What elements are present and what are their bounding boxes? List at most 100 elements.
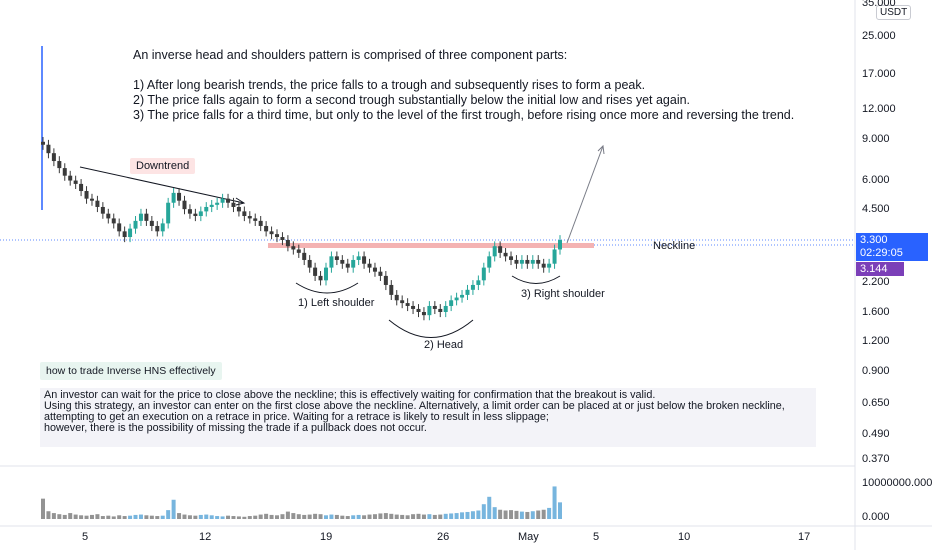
volume-bar bbox=[269, 514, 274, 519]
candle-body bbox=[187, 209, 192, 214]
volume-bar bbox=[345, 516, 350, 519]
candle-body bbox=[438, 308, 443, 312]
candle-body bbox=[128, 228, 133, 238]
strategy-line: however, there is the possibility of mis… bbox=[44, 422, 427, 434]
volume-bar bbox=[541, 509, 546, 519]
x-tick: 17 bbox=[798, 531, 811, 543]
candle-body bbox=[318, 275, 323, 281]
candle-body bbox=[519, 259, 524, 264]
volume-bar bbox=[362, 515, 367, 519]
candle-body bbox=[182, 200, 187, 210]
countdown: 02:29:05 bbox=[860, 247, 903, 259]
volume-bar bbox=[389, 513, 394, 519]
volume-bar bbox=[432, 514, 437, 519]
candle-body bbox=[302, 252, 307, 260]
candle-body bbox=[558, 240, 562, 250]
candle-body bbox=[215, 202, 220, 205]
volume-bar bbox=[236, 516, 241, 519]
volume-bar bbox=[383, 513, 388, 519]
volume-bar bbox=[416, 513, 421, 519]
candle-body bbox=[269, 231, 274, 235]
candle-body bbox=[536, 259, 541, 264]
volume-bar bbox=[41, 498, 45, 519]
candle-body bbox=[476, 280, 481, 285]
volume-bar bbox=[356, 514, 361, 519]
volume-bar bbox=[138, 514, 143, 519]
volume-bar bbox=[171, 499, 176, 519]
candle-body bbox=[313, 267, 318, 276]
volume-bar bbox=[62, 514, 67, 519]
volume-bar bbox=[73, 514, 78, 519]
volume-bar bbox=[421, 514, 426, 519]
intro-line: 1) After long bearish trends, the price … bbox=[133, 78, 646, 92]
volume-bar bbox=[547, 507, 552, 519]
left-shoulder-arc bbox=[295, 282, 359, 294]
y-tick: 12.000 bbox=[862, 103, 896, 115]
volume-bar bbox=[400, 514, 405, 519]
intro-line: An inverse head and shoulders pattern is… bbox=[133, 48, 568, 62]
candle-body bbox=[465, 289, 470, 295]
volume-bar bbox=[187, 515, 192, 519]
candle-body bbox=[62, 168, 67, 176]
candle-body bbox=[416, 308, 421, 312]
candle-body bbox=[334, 256, 339, 260]
volume-bar bbox=[558, 502, 562, 519]
volume-bar bbox=[209, 515, 214, 519]
volume-bar bbox=[334, 514, 339, 519]
candle-body bbox=[111, 218, 116, 224]
volume-bar bbox=[498, 509, 503, 519]
candle-body bbox=[525, 259, 530, 264]
candle-body bbox=[552, 249, 557, 264]
x-tick: 26 bbox=[437, 531, 450, 543]
candle-body bbox=[280, 237, 285, 240]
volume-bar bbox=[144, 515, 149, 519]
candle-body bbox=[166, 202, 171, 224]
candles-group bbox=[41, 136, 562, 321]
candle-body bbox=[340, 259, 345, 264]
candle-body bbox=[443, 305, 448, 312]
candle-body bbox=[247, 216, 252, 219]
volume-bar bbox=[122, 516, 127, 519]
candle-body bbox=[226, 198, 231, 203]
right-shoulder-arc bbox=[511, 275, 561, 284]
volume-bar bbox=[177, 513, 182, 519]
howto-label: how to trade Inverse HNS effectively bbox=[40, 362, 222, 380]
downtrend-label: Downtrend bbox=[130, 158, 196, 174]
volume-bar bbox=[351, 515, 356, 519]
volume-bar bbox=[89, 514, 94, 519]
volume-bar bbox=[470, 511, 475, 519]
currency-label[interactable]: USDT bbox=[876, 5, 912, 20]
candle-body bbox=[367, 263, 372, 268]
candle-body bbox=[432, 305, 437, 309]
candle-body bbox=[291, 246, 296, 250]
candle-body bbox=[144, 213, 149, 221]
candle-body bbox=[530, 259, 535, 264]
left-shoulder-label: 1) Left shoulder bbox=[298, 297, 375, 309]
volume-bar bbox=[275, 515, 280, 519]
volume-bar bbox=[106, 515, 111, 519]
right-shoulder-label: 3) Right shoulder bbox=[521, 288, 605, 300]
x-tick: 5 bbox=[593, 531, 600, 543]
volume-bar bbox=[280, 514, 285, 519]
candle-body bbox=[498, 246, 503, 253]
candle-body bbox=[193, 213, 198, 217]
y-tick: 9.000 bbox=[862, 133, 890, 145]
y-tick: 6.000 bbox=[862, 174, 890, 186]
volume-bar bbox=[372, 514, 377, 519]
candle-body bbox=[470, 284, 475, 290]
volume-bar bbox=[460, 512, 465, 519]
candle-body bbox=[68, 175, 73, 181]
candle-body bbox=[242, 211, 247, 217]
candle-body bbox=[177, 192, 182, 201]
intro-spacer bbox=[133, 63, 794, 78]
candle-body bbox=[454, 297, 459, 301]
candle-body bbox=[351, 259, 356, 268]
candle-body bbox=[356, 256, 361, 260]
candle-body bbox=[383, 275, 388, 285]
candle-body bbox=[89, 198, 94, 201]
volume-bar bbox=[509, 510, 514, 519]
volume-bar bbox=[264, 513, 269, 519]
volume-bar bbox=[367, 514, 372, 519]
volume-bar bbox=[514, 510, 519, 519]
